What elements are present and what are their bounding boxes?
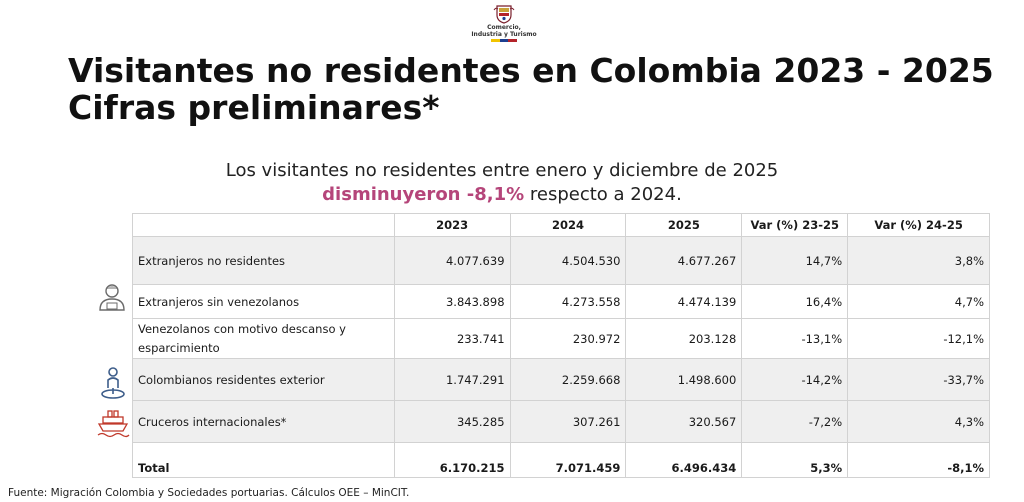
total-2025: 6.496.434 <box>625 442 743 478</box>
row-label: Venezolanos con motivo descanso y esparc… <box>132 318 395 359</box>
cruise-ship-icon <box>97 410 130 438</box>
header-cell: Var (%) 23-25 <box>741 213 849 237</box>
cell-var-24-25: -33,7% <box>847 358 990 401</box>
total-var-23-25: 5,3% <box>741 442 849 478</box>
summary-statement: Los visitantes no residentes entre enero… <box>150 159 854 207</box>
location-person-icon <box>101 367 125 399</box>
cell-var-23-25: -7,2% <box>741 400 849 443</box>
summary-line-1: Los visitantes no residentes entre enero… <box>225 160 779 181</box>
summary-rest: respecto a 2024. <box>524 184 682 205</box>
page-title: Visitantes no residentes en Colombia 202… <box>68 52 994 126</box>
cell-2023: 233.741 <box>393 318 511 359</box>
total-var-24-25: -8,1% <box>847 442 990 478</box>
table-total-row: Total 6.170.215 7.071.459 6.496.434 5,3%… <box>132 442 990 478</box>
cell-2023: 345.285 <box>393 400 511 443</box>
total-2024: 7.071.459 <box>509 442 627 478</box>
summary-highlight: disminuyeron -8,1% <box>322 184 525 205</box>
table-row: Extranjeros sin venezolanos 3.843.898 4.… <box>132 284 990 319</box>
cell-var-24-25: 3,8% <box>847 236 990 285</box>
visitors-table: 2023 2024 2025 Var (%) 23-25 Var (%) 24-… <box>132 213 990 478</box>
header-cell: Var (%) 24-25 <box>847 213 990 237</box>
table-row: Cruceros internacionales* 345.285 307.26… <box>132 400 990 443</box>
row-label: Colombianos residentes exterior <box>132 358 395 401</box>
cell-2025: 1.498.600 <box>625 358 743 401</box>
header-cell: 2023 <box>393 213 511 237</box>
cell-2024: 2.259.668 <box>509 358 627 401</box>
cell-2025: 320.567 <box>625 400 743 443</box>
cell-2023: 4.077.639 <box>393 236 511 285</box>
header-cell <box>132 213 395 237</box>
cell-2024: 230.972 <box>509 318 627 359</box>
ministry-logo: Comercio, Industria y Turismo <box>468 4 540 48</box>
table-row: Venezolanos con motivo descanso y esparc… <box>132 318 990 359</box>
row-label: Cruceros internacionales* <box>132 400 395 443</box>
title-line-2: Cifras preliminares* <box>68 88 440 127</box>
logo-line-2: Industria y Turismo <box>471 31 537 38</box>
row-label: Extranjeros sin venezolanos <box>132 284 395 319</box>
total-label: Total <box>132 442 395 478</box>
cell-var-24-25: -12,1% <box>847 318 990 359</box>
cell-2023: 3.843.898 <box>393 284 511 319</box>
summary-line-2: disminuyeron -8,1% respecto a 2024. <box>150 183 854 207</box>
cell-2025: 4.677.267 <box>625 236 743 285</box>
cell-var-23-25: -13,1% <box>741 318 849 359</box>
cell-var-24-25: 4,3% <box>847 400 990 443</box>
flag-bar <box>491 39 518 42</box>
cell-var-24-25: 4,7% <box>847 284 990 319</box>
cell-var-23-25: 14,7% <box>741 236 849 285</box>
header-cell: 2025 <box>625 213 743 237</box>
table-row: Colombianos residentes exterior 1.747.29… <box>132 358 990 401</box>
cell-var-23-25: 16,4% <box>741 284 849 319</box>
source-note: Fuente: Migración Colombia y Sociedades … <box>8 487 410 499</box>
row-label: Extranjeros no residentes <box>132 236 395 285</box>
header-cell: 2024 <box>509 213 627 237</box>
cell-2024: 4.273.558 <box>509 284 627 319</box>
total-2023: 6.170.215 <box>393 442 511 478</box>
cell-2025: 203.128 <box>625 318 743 359</box>
logo-line-1: Comercio, <box>487 24 521 31</box>
cell-2023: 1.747.291 <box>393 358 511 401</box>
coat-of-arms-icon <box>493 5 515 24</box>
person-icon <box>99 284 125 311</box>
table-header-row: 2023 2024 2025 Var (%) 23-25 Var (%) 24-… <box>132 213 990 237</box>
cell-var-23-25: -14,2% <box>741 358 849 401</box>
title-line-1: Visitantes no residentes en Colombia 202… <box>68 51 994 90</box>
table-row: Extranjeros no residentes 4.077.639 4.50… <box>132 236 990 285</box>
cell-2024: 4.504.530 <box>509 236 627 285</box>
cell-2025: 4.474.139 <box>625 284 743 319</box>
cell-2024: 307.261 <box>509 400 627 443</box>
